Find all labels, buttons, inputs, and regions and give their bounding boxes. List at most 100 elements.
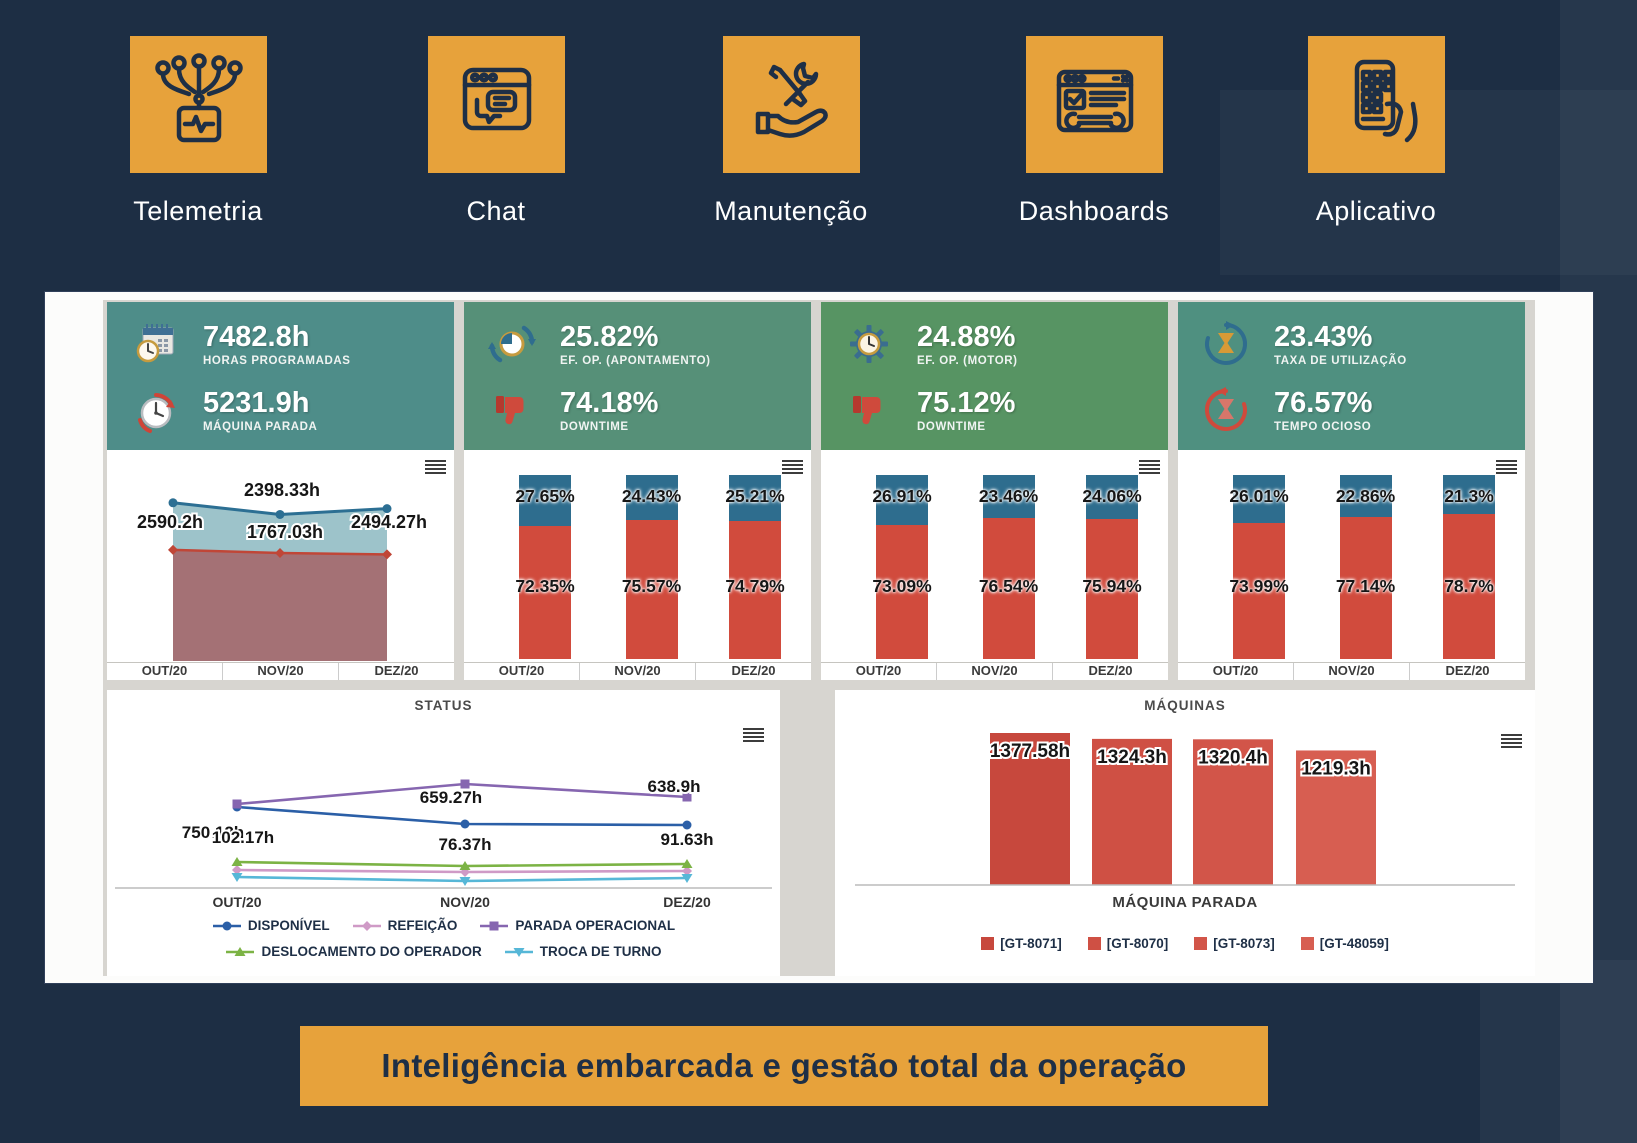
metric-label: HORAS PROGRAMADAS xyxy=(203,354,351,367)
legend-item-deslocamento[interactable]: DESLOCAMENTO DO OPERADOR xyxy=(225,944,482,959)
legend-item-gt8073[interactable]: [GT-8073] xyxy=(1194,936,1275,951)
bar-segment-bottom xyxy=(982,518,1035,659)
chart-value-label: 24.43% xyxy=(621,486,682,506)
kpi-card-utilizacao: 23.43% TAXA DE UTILIZAÇÃO 76.57% TEMPO O… xyxy=(1178,302,1525,680)
legend-swatch xyxy=(1300,937,1314,950)
chart-menu-icon[interactable] xyxy=(743,728,764,743)
feature-tile-telemetria[interactable] xyxy=(130,36,267,173)
chart-menu-icon[interactable] xyxy=(782,460,803,475)
legend-label: PARADA OPERACIONAL xyxy=(515,918,676,933)
app-icon xyxy=(1327,52,1427,157)
chart-menu-icon[interactable] xyxy=(1501,734,1522,749)
chart-value-label: 2590.2h xyxy=(137,512,203,532)
legend-swatch xyxy=(1087,937,1101,950)
metric-value: 5231.9h xyxy=(203,386,310,419)
metric-label: DOWNTIME xyxy=(560,420,629,433)
chart-value-label: DEZ/20 xyxy=(663,894,711,910)
hourglass-refresh-red-icon xyxy=(1202,386,1250,434)
chart-value-label: 1767.03h xyxy=(247,522,323,542)
metric-label: TAXA DE UTILIZAÇÃO xyxy=(1274,354,1407,367)
bar-segment-top xyxy=(1086,475,1138,520)
axis-tick: NOV/20 xyxy=(579,663,695,680)
metric-maquina-parada: 5231.9h MÁQUINA PARADA xyxy=(131,380,454,440)
bar-segment-top xyxy=(1339,475,1392,518)
chart-value-label: 659.27h xyxy=(420,788,482,807)
stopwatch-icon xyxy=(131,386,179,434)
stacked-bar xyxy=(876,475,928,659)
legend-label: TROCA DE TURNO xyxy=(539,944,662,959)
telemetry-icon xyxy=(149,52,249,157)
chart-value-label: 73.09% xyxy=(872,576,932,596)
bar xyxy=(1092,738,1172,885)
feature-tile-chat[interactable] xyxy=(428,36,565,173)
feature-tile-manutencao[interactable] xyxy=(723,36,860,173)
legend-item-gt8071[interactable]: [GT-8071] xyxy=(981,936,1062,951)
stacked-bar xyxy=(982,475,1035,659)
kpi-card-header: 24.88% EF. OP. (MOTOR) 75.12% DOWNTIME xyxy=(821,302,1168,450)
bar-segment-top xyxy=(876,475,928,525)
legend-label: [GT-8070] xyxy=(1106,936,1169,951)
axis-tick: DEZ/20 xyxy=(1409,663,1525,680)
chart-value-label: 102.17h xyxy=(212,828,274,847)
feature-label-aplicativo: Aplicativo xyxy=(1315,196,1437,226)
bar xyxy=(1193,739,1273,885)
axis-tick: OUT/20 xyxy=(855,663,902,678)
chart-value-label: 76.37h xyxy=(439,835,492,854)
bar-segment-bottom xyxy=(1443,514,1495,659)
chart-value-label: 27.65% xyxy=(515,486,575,506)
thumbs-down-icon xyxy=(488,386,536,434)
legend-item-gt48059[interactable]: [GT-48059] xyxy=(1300,936,1389,951)
stacked-bar-chart: 27.65% 72.35% 24.43% 75.57% 25.21% 74.79% xyxy=(464,450,811,662)
feature-label-chat: Chat xyxy=(466,196,526,226)
chart-menu-icon[interactable] xyxy=(425,460,446,475)
stacked-bar xyxy=(625,475,678,659)
stacked-bar xyxy=(1443,475,1495,659)
kpi-card-header: 7482.8h HORAS PROGRAMADAS 5231.9h MÁQUIN… xyxy=(107,302,454,450)
chart-value-label: NOV/20 xyxy=(440,894,490,910)
feature-tile-aplicativo[interactable] xyxy=(1308,36,1445,173)
kpi-card-ef-apontamento: 25.82% EF. OP. (APONTAMENTO) 74.18% DOWN… xyxy=(464,302,811,680)
dashboards-icon xyxy=(1045,52,1145,157)
kpi-card-ef-motor: 24.88% EF. OP. (MOTOR) 75.12% DOWNTIME 2… xyxy=(821,302,1168,680)
legend-item-refeicao[interactable]: REFEIÇÃO xyxy=(352,918,457,933)
legend-item-gt8070[interactable]: [GT-8070] xyxy=(1087,936,1169,951)
bar-segment-top xyxy=(729,475,781,522)
legend-item-troca-turno[interactable]: TROCA DE TURNO xyxy=(504,944,662,959)
metric-ef-op-motor: 24.88% EF. OP. (MOTOR) xyxy=(845,314,1168,374)
x-axis: OUT/20 NOV/20 DEZ/20 xyxy=(464,663,811,680)
chart-menu-icon[interactable] xyxy=(1139,460,1160,475)
metric-label: DOWNTIME xyxy=(917,420,986,433)
metric-value: 7482.8h xyxy=(203,320,310,353)
legend-item-parada-operacional[interactable]: PARADA OPERACIONAL xyxy=(479,918,675,933)
stacked-bar xyxy=(1086,475,1138,659)
metric-label: TEMPO OCIOSO xyxy=(1274,420,1372,433)
maquinas-chart-panel: MÁQUINAS 1377.58h 1324.3h 1320.4h 1219.3h MÁ… xyxy=(835,690,1535,976)
chart-menu-icon[interactable] xyxy=(1496,460,1517,475)
chart-value-label: 77.14% xyxy=(1335,576,1396,596)
bar xyxy=(1296,750,1376,885)
chart-value-label: 2494.27h xyxy=(351,512,427,532)
axis-tick: DEZ/20 xyxy=(338,663,454,680)
stacked-bar-chart: 26.01% 73.99% 22.86% 77.14% 21.3% 78.7% xyxy=(1178,450,1525,662)
axis-tick: DEZ/20 xyxy=(695,663,811,680)
legend-item-disponivel[interactable]: DISPONÍVEL xyxy=(212,918,330,933)
bar-segment-bottom xyxy=(1086,519,1138,659)
feature-tile-dashboards[interactable] xyxy=(1026,36,1163,173)
bar-segment-bottom xyxy=(1233,522,1285,659)
maintenance-icon xyxy=(742,52,842,157)
metric-value: 76.57% xyxy=(1274,386,1373,419)
bar-segment-top xyxy=(519,475,571,526)
legend-swatch xyxy=(1194,937,1208,950)
chart-value-label: 1324.3h xyxy=(1097,747,1167,768)
stacked-bar xyxy=(1339,475,1392,659)
chart-value-label: 72.35% xyxy=(515,576,575,596)
gear-clock-icon xyxy=(845,320,893,368)
metric-value: 75.12% xyxy=(917,386,1016,419)
chart-title: MÁQUINAS xyxy=(1144,698,1226,713)
chart-title: STATUS xyxy=(414,698,473,713)
metric-value: 25.82% xyxy=(560,320,659,353)
bar-segment-bottom xyxy=(876,524,928,659)
banner: Inteligência embarcada e gestão total da… xyxy=(300,1026,1268,1106)
kpi-card-horas: 7482.8h HORAS PROGRAMADAS 5231.9h MÁQUIN… xyxy=(107,302,454,680)
chart-value-label: 91.63h xyxy=(661,830,714,849)
